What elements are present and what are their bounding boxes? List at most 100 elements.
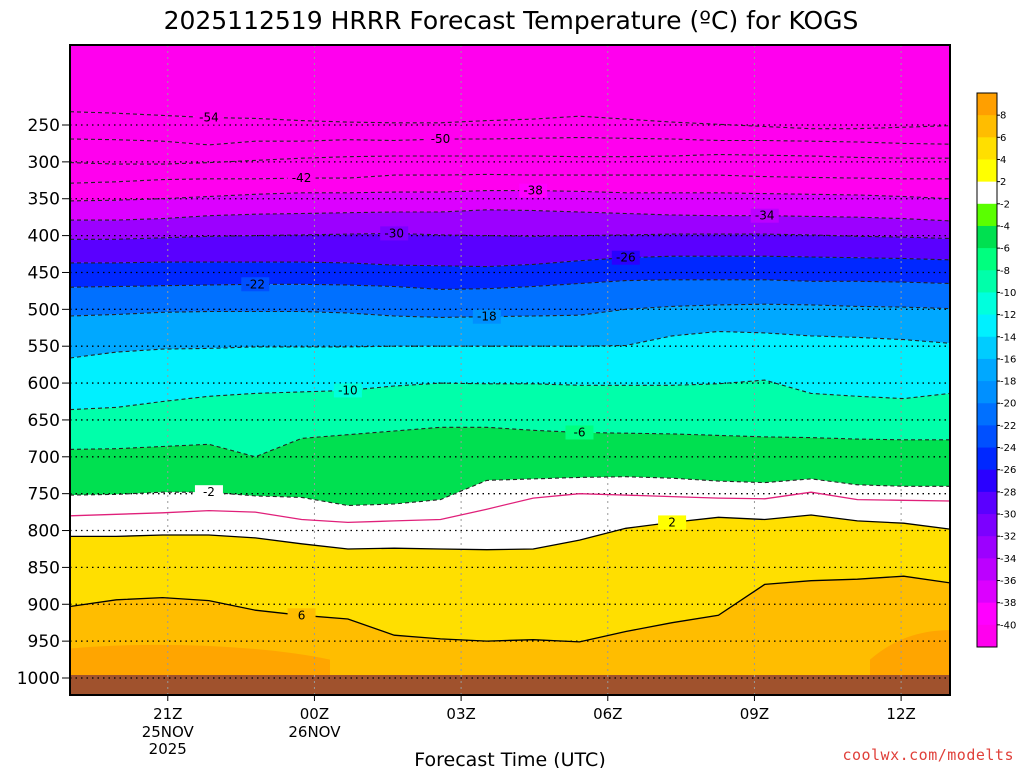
colorbar-swatch [977,336,997,360]
y-axis: 250 300 350 400 450 500 550 600 650 700 750 800 850 9… [17,116,70,689]
colorbar-swatch [977,447,997,471]
y-tick-label: 550 [28,337,60,357]
colorbar-tick-label: -20 [1000,399,1016,410]
y-tick-label: 250 [28,116,60,136]
isotherm-label-bg [333,383,362,398]
isotherm-label: -34 [755,209,775,223]
temperature-band [70,476,950,523]
isotherm-label: -22 [245,277,265,291]
y-tick-label: 650 [28,411,60,431]
colorbar-legend: 8 6 4 2 -2 -4 -6 -8 -10 -12 -14 -16 -18 -20 -22 -24 -26 -… [976,92,1016,648]
colorbar-swatch [977,292,997,316]
colorbar-swatch [977,558,997,582]
plot-area: -54-50-42-38-34-30-26-22-18-10-6-226 [70,45,950,695]
isotherm-label: -30 [384,226,404,240]
colorbar-tick-label: -24 [1000,443,1016,454]
isotherm-label: -54 [199,111,219,125]
colorbar-swatch [977,514,997,537]
colorbar-tick-label: -2 [1000,199,1010,210]
isotherm-label: 2 [668,515,676,529]
x-tick-label: 09Z [740,705,769,723]
colorbar-swatch [977,270,997,293]
x-tick-label: 21Z [153,705,182,723]
isotherm-line [70,491,950,524]
isotherm-label: -6 [573,425,585,439]
isotherm-label-bg [426,132,455,147]
colorbar-swatch [977,358,997,382]
colorbar-swatch [977,403,997,426]
isotherm-line [70,379,950,411]
colorbar-tick-label: -32 [1000,532,1016,543]
colorbar-tick-label: -10 [1000,288,1016,299]
temperature-band [70,380,950,457]
isotherm-label-bg [565,425,594,440]
colorbar-tick-label: -12 [1000,310,1016,321]
y-tick-label: 600 [28,374,60,394]
isotherm-label-bg [519,183,548,198]
y-tick-label: 850 [28,558,60,578]
y-tick-label: 300 [28,153,60,173]
x-tick-year: 2025 [149,740,187,758]
colorbar-swatch [977,602,997,626]
isotherm-label-bg [472,309,501,324]
colorbar-swatch [977,203,997,227]
y-tick-label: 1000 [17,669,60,689]
colorbar-swatch [977,580,997,604]
x-tick-label: 03Z [446,705,475,723]
temperature-band [70,233,950,267]
colorbar-swatch [977,536,997,559]
colorbar-tick-label: 2 [1000,177,1006,188]
isotherm-label-bg [194,110,223,125]
colorbar-swatch [977,469,997,493]
colorbar-swatch [977,381,997,404]
credit-link[interactable]: coolwx.com/modelts [842,746,1014,764]
temperature-band [70,111,950,145]
colorbar-tick-label: -16 [1000,354,1016,365]
isotherm-line [70,330,950,359]
isotherm-label: -10 [338,383,358,397]
y-tick-label: 450 [28,263,60,283]
temperature-band [70,279,950,318]
chart-title: 2025112519 HRRR Forecast Temperature (ºC… [164,6,859,35]
temperature-band [70,492,950,550]
isotherm-label-bg [287,171,316,186]
colorbar-swatch [977,425,997,449]
colorbar-tick-label: -36 [1000,576,1016,587]
isotherm-label-bg [380,226,409,241]
isotherm-line [70,426,950,458]
isotherm-line [70,476,950,507]
y-tick-label: 350 [28,190,60,210]
temperature-band [70,45,950,129]
colorbar-tick-label: -14 [1000,332,1016,343]
colorbar-frame [976,92,998,648]
isotherm-line [70,514,950,551]
isotherm-label-bg [611,250,640,265]
isotherm-label: 6 [298,608,306,622]
isotherm-label: -42 [292,171,312,185]
y-tick-label: 800 [28,522,60,542]
temperature-band [70,304,950,358]
grid-lines [70,45,950,695]
colorbar-tick-label: 8 [1000,111,1006,122]
colorbar-tick-label: -18 [1000,377,1016,388]
colorbar-tick-label: 6 [1000,133,1006,144]
y-tick-label: 750 [28,485,60,505]
colorbar-swatch [977,181,997,205]
colorbar-tick-label: -38 [1000,598,1016,609]
y-tick-label: 500 [28,300,60,320]
colorbar-tick-label: -28 [1000,487,1016,498]
temperature-band [70,331,950,410]
isotherm-label: -50 [431,132,451,146]
y-tick-label: 900 [28,595,60,615]
colorbar-swatch [977,248,997,271]
isotherm-line [70,575,950,643]
colorbar-tick-label: -40 [1000,620,1016,631]
colorbar-tick-label: -6 [1000,244,1010,255]
warm-pocket [870,630,950,678]
colorbar-swatch [977,93,997,116]
colorbar-swatch [977,624,997,648]
x-tick-date: 26NOV [288,723,341,741]
ground-surface [70,675,950,695]
isotherm-label-bg [241,277,270,292]
